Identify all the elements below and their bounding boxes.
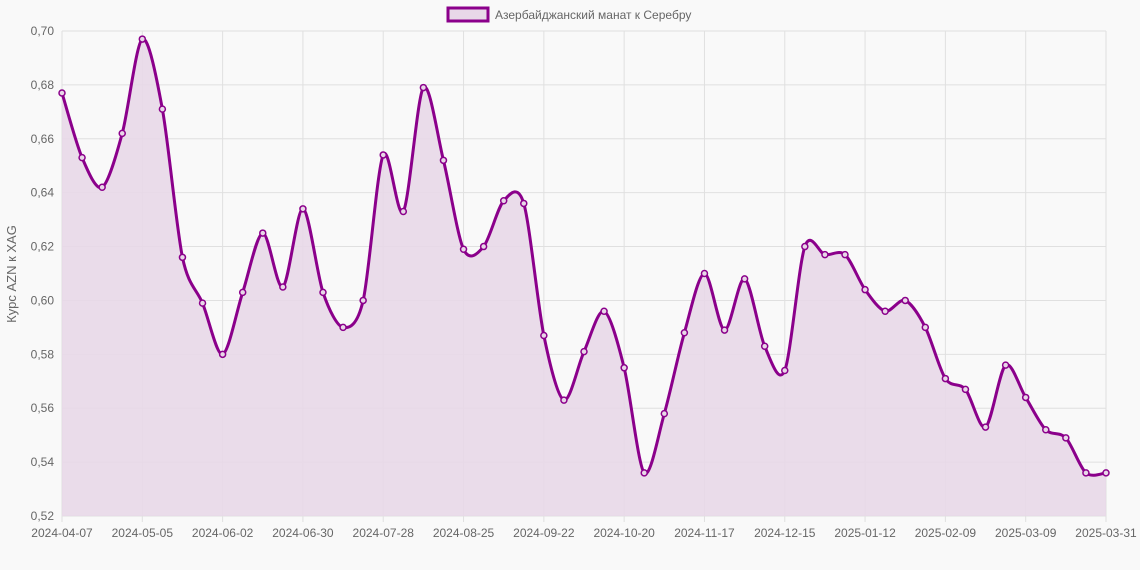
data-point[interactable] [941, 374, 950, 383]
data-point[interactable] [560, 396, 568, 404]
data-point[interactable] [740, 275, 749, 283]
x-tick-label: 2025-01-12 [834, 526, 896, 540]
x-tick-label: 2025-03-09 [995, 526, 1057, 540]
x-tick-label: 2024-10-20 [593, 526, 655, 540]
data-point[interactable] [399, 207, 408, 216]
y-tick-label: 0,62 [31, 240, 55, 254]
y-tick-label: 0,58 [31, 347, 55, 361]
data-point[interactable] [1102, 469, 1110, 477]
legend-label: Азербайджанский манат к Серебру [495, 8, 691, 22]
data-point[interactable] [279, 283, 287, 291]
area-fill [62, 38, 1106, 516]
x-tick-label: 2025-02-09 [915, 526, 977, 540]
data-point[interactable] [299, 205, 307, 213]
legend-item[interactable]: Азербайджанский манат к Серебру [446, 6, 691, 23]
x-tick-label: 2024-07-28 [353, 526, 415, 540]
data-point[interactable] [98, 183, 106, 192]
data-point[interactable] [600, 307, 608, 315]
y-tick-label: 0,68 [31, 78, 55, 92]
series-area [60, 37, 1107, 516]
data-point[interactable] [1021, 393, 1030, 402]
x-tick-label: 2024-11-17 [674, 526, 735, 540]
data-point[interactable] [459, 245, 468, 253]
data-point[interactable] [339, 323, 347, 332]
data-point[interactable] [319, 288, 327, 297]
y-tick-label: 0,70 [31, 24, 55, 38]
data-point[interactable] [901, 296, 909, 305]
y-tick-label: 0,64 [31, 186, 55, 200]
data-point[interactable] [1042, 426, 1050, 434]
data-point[interactable] [620, 364, 628, 372]
data-point[interactable] [78, 153, 86, 162]
data-point[interactable] [158, 105, 167, 113]
data-point[interactable] [720, 326, 729, 334]
data-point[interactable] [921, 323, 930, 332]
data-point[interactable] [259, 229, 267, 237]
data-point[interactable] [801, 242, 809, 251]
data-point[interactable] [760, 342, 769, 350]
y-tick-label: 0,66 [31, 132, 55, 146]
data-point[interactable] [520, 199, 528, 208]
x-tick-label: 2024-04-07 [31, 526, 93, 540]
data-point[interactable] [700, 269, 709, 278]
x-tick-label: 2024-06-02 [192, 526, 254, 540]
x-axis-ticks: 2024-04-07 2024-05-05 2024-06-02 2024-06-30… [31, 526, 1137, 540]
data-point[interactable] [580, 347, 588, 356]
data-point[interactable] [479, 242, 488, 251]
data-point[interactable] [540, 331, 548, 340]
data-point[interactable] [821, 250, 829, 259]
x-tick-label: 2024-06-30 [272, 526, 334, 540]
data-point[interactable] [218, 350, 227, 359]
data-point[interactable] [680, 329, 689, 337]
data-point[interactable] [58, 89, 66, 97]
data-point[interactable] [981, 423, 990, 431]
data-point[interactable] [961, 385, 970, 394]
data-point[interactable] [841, 250, 849, 259]
data-point[interactable] [640, 469, 648, 477]
data-point[interactable] [499, 197, 508, 205]
data-point[interactable] [118, 129, 126, 138]
data-point[interactable] [238, 288, 247, 297]
y-axis-ticks: 0,52 0,54 0,56 0,58 0,60 0,62 0,64 0,66 0,68 0,70 [31, 24, 55, 523]
data-point[interactable] [881, 307, 889, 315]
x-tick-label: 2024-08-25 [433, 526, 495, 540]
data-points [58, 35, 1110, 477]
y-tick-label: 0,60 [31, 293, 55, 307]
data-point[interactable] [198, 299, 207, 307]
x-tick-label: 2025-03-31 [1075, 526, 1137, 540]
data-point[interactable] [861, 285, 869, 294]
data-point[interactable] [138, 35, 147, 43]
x-tick-label: 2024-09-22 [513, 526, 575, 540]
data-point[interactable] [419, 83, 428, 92]
data-point[interactable] [1062, 434, 1070, 442]
y-tick-label: 0,54 [31, 455, 55, 469]
y-axis-label: Курс AZN к XAG [4, 225, 19, 323]
x-tick-label: 2024-12-15 [754, 526, 816, 540]
data-point[interactable] [439, 156, 448, 165]
data-point[interactable] [178, 253, 187, 262]
data-point[interactable] [660, 409, 669, 418]
data-point[interactable] [781, 366, 789, 375]
y-tick-label: 0,52 [31, 509, 55, 523]
data-point[interactable] [1001, 361, 1010, 369]
data-point[interactable] [1082, 469, 1090, 477]
y-tick-label: 0,56 [31, 401, 55, 415]
legend-swatch [446, 6, 490, 23]
x-tick-label: 2024-05-05 [112, 526, 174, 540]
data-point[interactable] [359, 296, 367, 305]
data-point[interactable] [379, 151, 387, 159]
